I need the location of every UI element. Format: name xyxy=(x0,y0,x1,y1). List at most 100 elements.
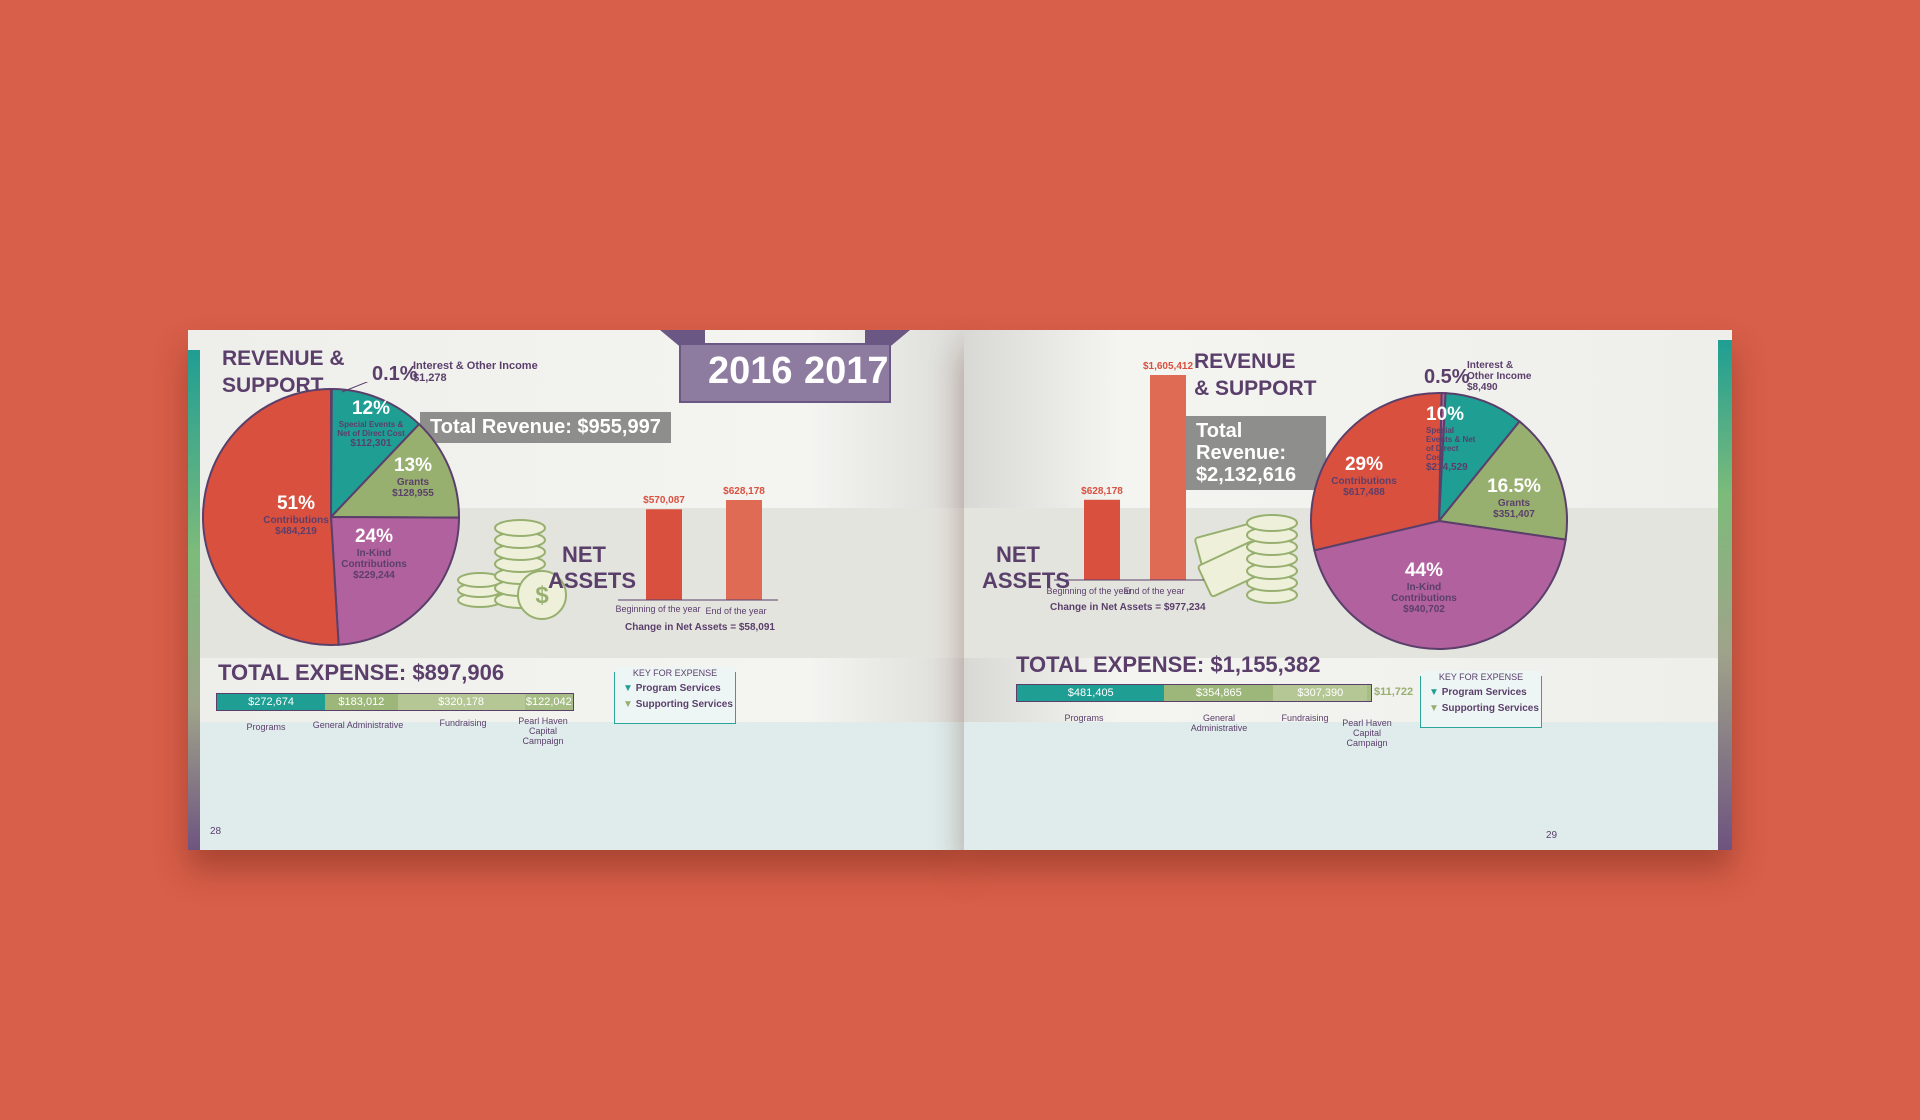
pie-label: Special Events & Net of Direct Cost xyxy=(1426,426,1476,462)
key-program-label: Program Services xyxy=(635,683,721,694)
annual-report-spread: REVENUE & SUPPORT 0.1% Interest & Other … xyxy=(180,320,1740,850)
pie-value: $617,488 xyxy=(1343,487,1385,498)
interest-value: $8,490 xyxy=(1467,382,1498,393)
green-triangle-icon: ▼ xyxy=(623,699,633,710)
pie-value: $112,301 xyxy=(350,438,392,449)
net-bar-end xyxy=(1150,375,1186,580)
pie-pct: 10% xyxy=(1426,404,1465,425)
net-bar-begin xyxy=(646,509,682,600)
pie-label: In-Kind Contributions xyxy=(341,548,407,570)
pie-label: Special Events & Net of Direct Cost xyxy=(337,420,405,438)
key-title: KEY FOR EXPENSE xyxy=(1421,671,1541,683)
net-bar-label: $628,178 xyxy=(723,486,765,497)
pie-label-special-events: 12% Special Events & Net of Direct Cost … xyxy=(336,398,406,449)
pie-pct: 13% xyxy=(393,455,433,476)
revenue-pie-2016 xyxy=(202,382,461,646)
interest-label-2: Other Income xyxy=(1467,371,1532,382)
interest-pct: 0.5% xyxy=(1424,366,1470,388)
net-cat-begin: Beginning of the year xyxy=(1046,586,1132,596)
net-cat-end: End of the year xyxy=(705,606,767,616)
expense-cat-fundraising: Fundraising xyxy=(1281,713,1329,723)
expense-cat-capital: Pearl Haven Capital Campaign xyxy=(1342,718,1392,748)
pie-pct: 29% xyxy=(1344,454,1384,475)
year-banner xyxy=(660,330,910,403)
revenue-pie-2017 xyxy=(1310,392,1568,650)
net-assets-chart-2016: $570,087 $628,178 xyxy=(618,486,778,601)
pie-label: Grants xyxy=(1497,498,1531,509)
interest-callout: 0.1% xyxy=(372,363,418,386)
pie-value: $940,702 xyxy=(1403,604,1445,615)
pie-slice-special-events-net-of-direct-cost xyxy=(329,387,421,520)
pie-label-grants: 13% Grants $128,955 xyxy=(378,455,448,499)
pie-pct: 44% xyxy=(1404,560,1444,581)
pie-slice-contributions xyxy=(1310,392,1443,552)
banner-body xyxy=(679,343,891,403)
net-change: Change in Net Assets = $58,091 xyxy=(625,622,775,633)
key-supporting: ▼ Supporting Services xyxy=(1429,703,1541,715)
pie-value: $128,955 xyxy=(392,488,434,499)
expense-segment: $183,012 xyxy=(325,694,398,710)
net-cat-end: End of the year xyxy=(1123,586,1185,596)
interest-pct: 0.1% xyxy=(372,363,418,385)
pie-value: $214,529 xyxy=(1426,462,1468,473)
net-bar-label: $570,087 xyxy=(643,495,685,506)
key-program: ▼ Program Services xyxy=(623,683,735,695)
interest-detail: Interest & Other Income $8,490 xyxy=(1467,360,1531,393)
expense-bar-2017: $481,405 $354,865 $307,390 xyxy=(1016,684,1372,702)
pie-slice-grants xyxy=(328,422,460,519)
interest-callout: 0.5% xyxy=(1424,366,1470,389)
revenue-title-line2: & SUPPORT xyxy=(1194,377,1317,400)
net-title-line2: ASSETS xyxy=(548,568,637,593)
expense-band xyxy=(188,722,964,850)
expense-cat-fundraising: Fundraising xyxy=(439,718,487,728)
pie-label-in-kind: 44% In-Kind Contributions $940,702 xyxy=(1384,560,1464,615)
expense-cat-admin: General Administrative xyxy=(312,720,404,730)
left-page: REVENUE & SUPPORT 0.1% Interest & Other … xyxy=(188,330,964,850)
expense-cat-capital: Pearl Haven Capital Campaign xyxy=(518,716,568,746)
interest-label-1: Interest & xyxy=(1467,360,1514,371)
pie-pct: 24% xyxy=(354,526,394,547)
expense-key: KEY FOR EXPENSE ▼ Program Services ▼ Sup… xyxy=(614,667,736,724)
page-number: 28 xyxy=(210,826,222,837)
net-bar-begin xyxy=(1084,499,1120,580)
interest-leader xyxy=(341,382,369,393)
pie-label-grants: 16.5% Grants $351,407 xyxy=(1479,476,1549,520)
net-assets-title: NET ASSETS xyxy=(982,542,1070,594)
expense-segment: $307,390 xyxy=(1273,685,1368,701)
expense-key: KEY FOR EXPENSE ▼ Program Services ▼ Sup… xyxy=(1420,671,1542,728)
interest-label: Interest & Other Income xyxy=(413,360,538,372)
expense-segment xyxy=(1367,685,1371,701)
pie-label: In-Kind Contributions xyxy=(1391,582,1457,604)
net-assets-chart-2017: $628,178 $1,605,412 xyxy=(1054,361,1204,581)
expense-segment: $481,405 xyxy=(1017,685,1165,701)
pie-slice-grants xyxy=(1437,420,1568,541)
total-revenue: Total Revenue: $955,997 xyxy=(430,416,661,438)
pie-label: Contributions xyxy=(263,515,329,526)
expense-segment: $272,674 xyxy=(217,694,326,710)
net-title-line1: NET xyxy=(996,542,1040,567)
interest-value: $1,278 xyxy=(413,372,447,384)
pie-pct: 51% xyxy=(276,493,316,514)
key-supporting-label: Supporting Services xyxy=(1441,703,1539,714)
page-edge-gradient xyxy=(1718,340,1732,850)
expense-cat-programs: Programs xyxy=(1064,713,1104,723)
money-illustration xyxy=(1194,514,1298,604)
total-revenue-box: Total Revenue: $955,997 xyxy=(420,412,671,443)
pie-slice-in-kind-contributions xyxy=(1313,519,1567,650)
teal-triangle-icon: ▼ xyxy=(623,683,633,694)
key-supporting-label: Supporting Services xyxy=(635,699,733,710)
revenue-title: REVENUE & SUPPORT xyxy=(1194,348,1317,402)
total-revenue-box: Total Revenue: $2,132,616 xyxy=(1186,416,1326,490)
pie-pct: 12% xyxy=(351,398,391,419)
pie-value: $484,219 xyxy=(275,526,317,537)
expense-segment: $320,178 xyxy=(397,694,525,710)
pie-slice-special-events-net-of-direct-cost xyxy=(1437,392,1521,525)
pie-label-special-events: 10% Special Events & Net of Direct Cost … xyxy=(1426,404,1476,473)
key-title: KEY FOR EXPENSE xyxy=(615,667,735,679)
key-program-label: Program Services xyxy=(1441,687,1527,698)
pie-slice-contributions xyxy=(202,387,340,646)
pie-label-contributions: 29% Contributions $617,488 xyxy=(1324,454,1404,498)
right-page: REVENUE & SUPPORT 0.5% Interest & Other … xyxy=(964,330,1732,850)
year-left: 2016 xyxy=(708,350,793,392)
net-bar-end xyxy=(726,500,762,600)
